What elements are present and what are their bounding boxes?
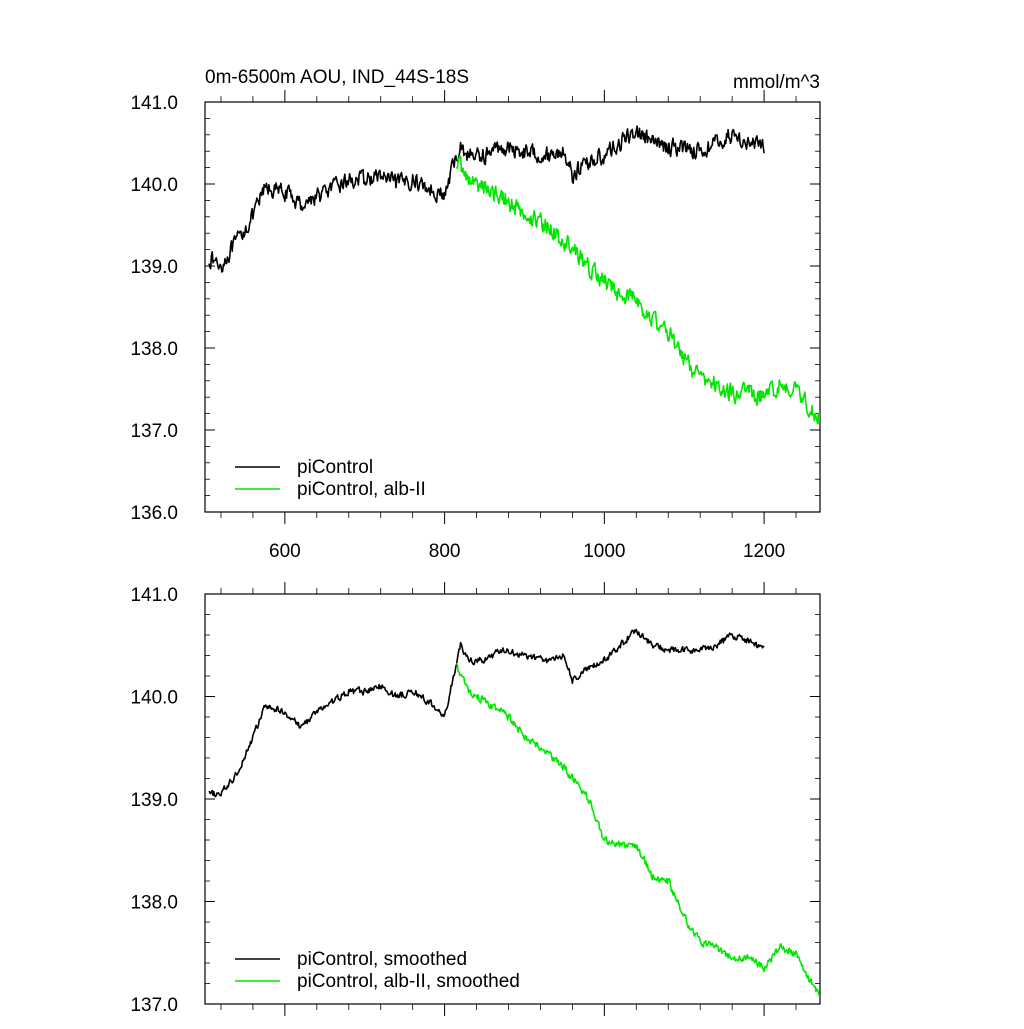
chart-panels: 136.0 137.0 138.0 139.0 140.0 141.0 600 800 1000… <box>130 90 821 1016</box>
y-tick-label: 137.0 <box>130 421 178 442</box>
y-tick-label: 141.0 <box>130 585 178 606</box>
chart-panel-1: 136.0 137.0 138.0 139.0 140.0 141.0 600 800 1000… <box>130 90 821 562</box>
plot-frame <box>204 593 821 1005</box>
legend-label-1: piControl, smoothed <box>297 949 467 970</box>
y-tick-label: 141.0 <box>130 93 178 114</box>
y-tick-label: 138.0 <box>130 893 178 914</box>
x-tick-label: 1200 <box>743 541 785 562</box>
y-tick-label: 140.0 <box>130 175 178 196</box>
chart-title: 0m-6500m AOU, IND_44S-18S <box>205 67 469 88</box>
x-tick-label: 600 <box>269 541 301 562</box>
y-tick-label: 137.0 <box>130 995 178 1016</box>
y-tick-label: 138.0 <box>130 339 178 360</box>
x-tick-label: 800 <box>429 541 461 562</box>
chart-panel-2: 137.0 138.0 139.0 140.0 141.0 piControl, smoo… <box>130 582 821 1016</box>
units-label: mmol/m^3 <box>733 72 820 93</box>
series-line-2 <box>455 154 820 425</box>
plot-frame <box>204 101 821 513</box>
y-tick-label: 140.0 <box>130 688 178 709</box>
series-line-1 <box>208 628 765 798</box>
x-tick-label: 1000 <box>583 541 625 562</box>
y-tick-label: 136.0 <box>130 503 178 524</box>
series-line-2 <box>455 662 820 997</box>
y-tick-label: 139.0 <box>130 790 178 811</box>
y-tick-label: 139.0 <box>130 257 178 278</box>
legend-label-2: piControl, alb-II, smoothed <box>297 971 520 992</box>
legend-label-1: piControl <box>297 457 373 478</box>
series-line-1 <box>208 125 765 273</box>
legend-label-2: piControl, alb-II <box>297 479 426 500</box>
